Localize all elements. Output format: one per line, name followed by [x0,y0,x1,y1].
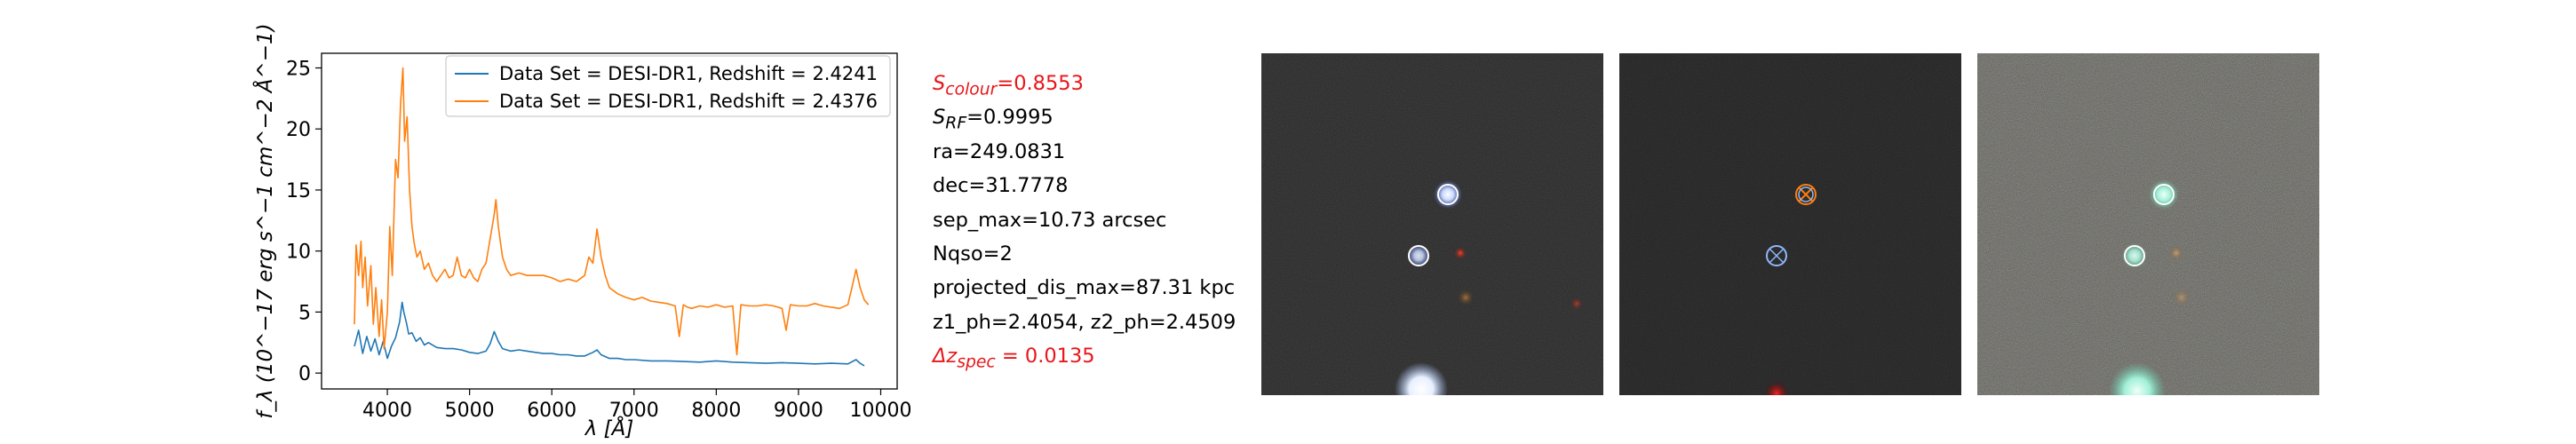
sep-max-value: sep_max=10.73 arcsec [933,208,1167,232]
photo-z-values: z1_ph=2.4054, z2_ph=2.4509 [933,310,1236,334]
x-tick-label: 4000 [362,400,412,422]
y-tick-label: 5 [298,302,311,324]
plot-frame [321,52,898,390]
x-axis-label: λ [Å] [584,416,634,440]
delta-z-spec: Δzspec = 0.0135 [933,345,1095,372]
x-tick-label: 5000 [445,400,495,422]
series-line-1 [354,301,865,367]
dec-value: dec=31.7778 [933,174,1069,198]
image-cutout-enhanced [1977,53,2319,395]
s-rf-score: SRF=0.9995 [933,106,1053,133]
nqso-value: Nqso=2 [933,242,1013,266]
source-info-panel: Scolour=0.8553 SRF=0.9995 ra=249.0831 de… [933,67,1236,374]
x-tick-label: 7000 [609,400,659,422]
chart-legend: Data Set = DESI-DR1, Redshift = 2.4241 Da… [445,55,891,117]
y-tick-label: 0 [298,363,311,385]
legend-label-1: Data Set = DESI-DR1, Redshift = 2.4241 [499,63,878,84]
s-colour-score: Scolour=0.8553 [933,72,1084,99]
x-tick-label: 6000 [527,400,576,422]
image-cutout-residual [1619,53,1961,395]
y-tick-label: 15 [286,180,311,202]
x-tick-label: 8000 [691,400,741,422]
chart-series-lines [354,67,870,367]
image-cutout-color [1261,53,1603,395]
y-tick-label: 10 [286,242,311,264]
chart-ticks: 4000 5000 6000 7000 8000 9000 10000 0 5 10 15 20 25 λ… [252,23,911,440]
spectrum-chart: 4000 5000 6000 7000 8000 9000 10000 0 5 10 15 20 25 λ… [252,23,911,440]
projected-dis-max-value: projected_dis_max=87.31 kpc [933,276,1236,300]
ra-value: ra=249.0831 [933,139,1066,163]
x-tick-label: 9000 [774,400,823,422]
legend-box [445,55,891,117]
legend-label-2: Data Set = DESI-DR1, Redshift = 2.4376 [499,91,878,112]
y-tick-label: 20 [286,119,311,141]
series-line-2 [354,67,870,356]
y-axis-label: f_λ (10^−17 erg s^−1 cm^−2 Å^−1) [252,23,277,418]
chart-axes [321,52,898,390]
y-tick-label: 25 [286,58,311,80]
x-tick-label: 10000 [849,400,911,422]
